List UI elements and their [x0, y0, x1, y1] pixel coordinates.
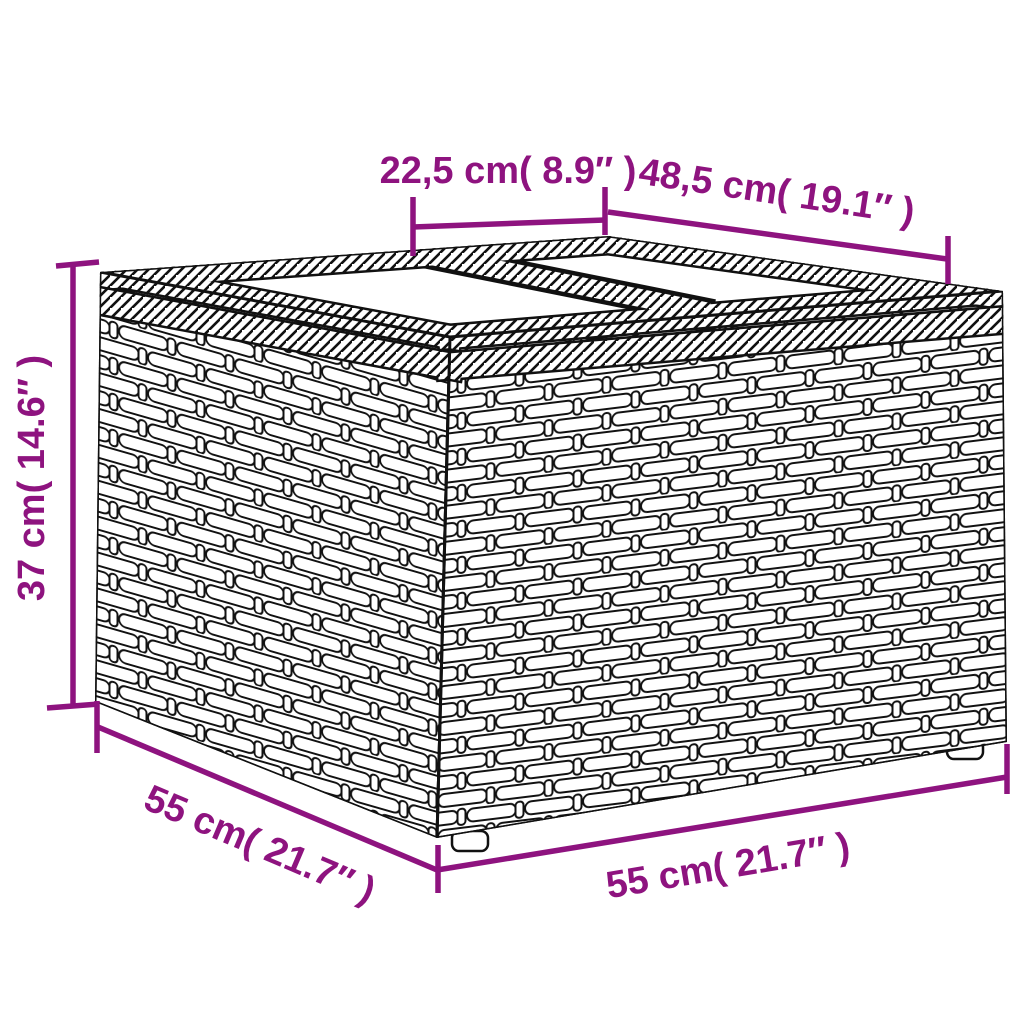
dim-line-depth — [96, 724, 439, 873]
dim-line-glass-panel-width — [412, 217, 606, 230]
table-illustration — [95, 236, 1007, 853]
dim-label-glass-panel-width: 22,5 cm( 8.9″ ) — [380, 150, 637, 192]
dimension-height: 37 cm( 14.6″ ) — [11, 259, 100, 711]
dim-tick — [55, 259, 100, 269]
table-edges — [95, 271, 1007, 838]
dim-label-height: 37 cm( 14.6″ ) — [11, 355, 53, 601]
dim-line-glass-panel-length — [607, 209, 948, 262]
dim-line-width — [436, 774, 1008, 873]
dimension-glass-panel-width: 22,5 cm( 8.9″ ) — [380, 150, 637, 256]
dim-tick — [46, 701, 100, 711]
wicker-rim-roll — [95, 283, 1007, 384]
